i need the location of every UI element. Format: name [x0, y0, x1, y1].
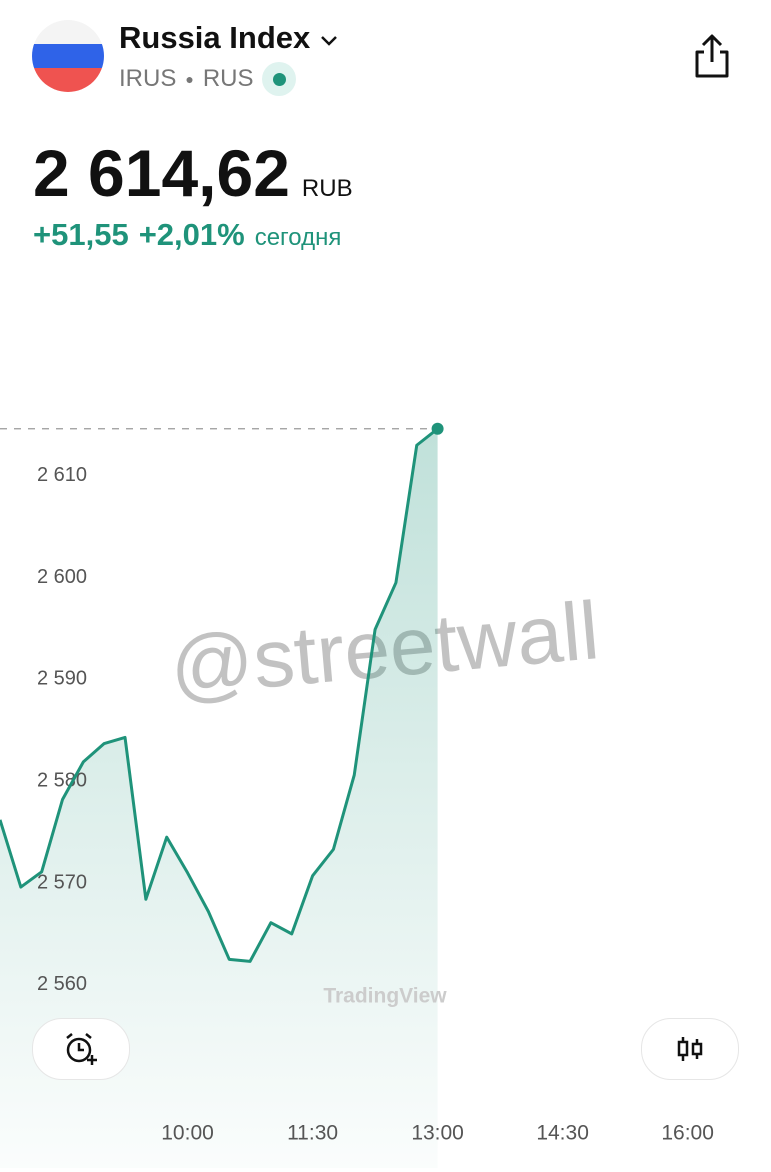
- chevron: [320, 36, 337, 46]
- y-tick-label: 2 610: [37, 464, 87, 486]
- provider-watermark: TradingView: [323, 985, 447, 1008]
- market-status: [262, 62, 297, 96]
- exchange: RUS: [202, 65, 254, 92]
- area: [0, 428, 438, 1169]
- x-tick-label: 13:00: [411, 1122, 464, 1145]
- change: +51,55: [33, 217, 129, 252]
- last-point: [431, 422, 444, 435]
- flag-icon: [32, 20, 104, 92]
- alert-button[interactable]: [32, 1018, 130, 1080]
- x-tick-label: 14:30: [536, 1122, 589, 1145]
- price: 2 614,62: [33, 136, 290, 210]
- candles-icon: [677, 1037, 703, 1061]
- change-pct: +2,01%: [138, 217, 245, 252]
- alarm-icon: [66, 1033, 97, 1065]
- x-tick-label: 16:00: [661, 1122, 714, 1145]
- change-row: +51,55 +2,01% сегодня: [33, 217, 341, 253]
- index-title[interactable]: Russia Index: [119, 20, 339, 56]
- separator: ●: [185, 71, 194, 87]
- period: сегодня: [254, 224, 342, 251]
- status-dot: [272, 72, 286, 86]
- symbol: IRUS: [119, 65, 177, 92]
- x-tick-label: 11:30: [287, 1122, 338, 1145]
- y-tick-label: 2 570: [37, 871, 87, 893]
- x-tick-label: 10:00: [161, 1122, 214, 1145]
- chart-type-button[interactable]: [641, 1018, 739, 1080]
- price-row: 2 614,62 RUB: [33, 135, 353, 211]
- y-tick-label: 2 590: [37, 668, 87, 690]
- currency: RUB: [301, 175, 353, 202]
- y-tick-label: 2 600: [37, 566, 87, 588]
- price-line: [0, 427, 439, 963]
- y-tick-label: 2 560: [37, 973, 87, 995]
- y-tick-label: 2 580: [37, 769, 87, 791]
- symbol-row: IRUS ● RUS: [119, 62, 297, 96]
- title-text: Russia Index: [119, 20, 311, 55]
- share-button[interactable]: [692, 32, 732, 80]
